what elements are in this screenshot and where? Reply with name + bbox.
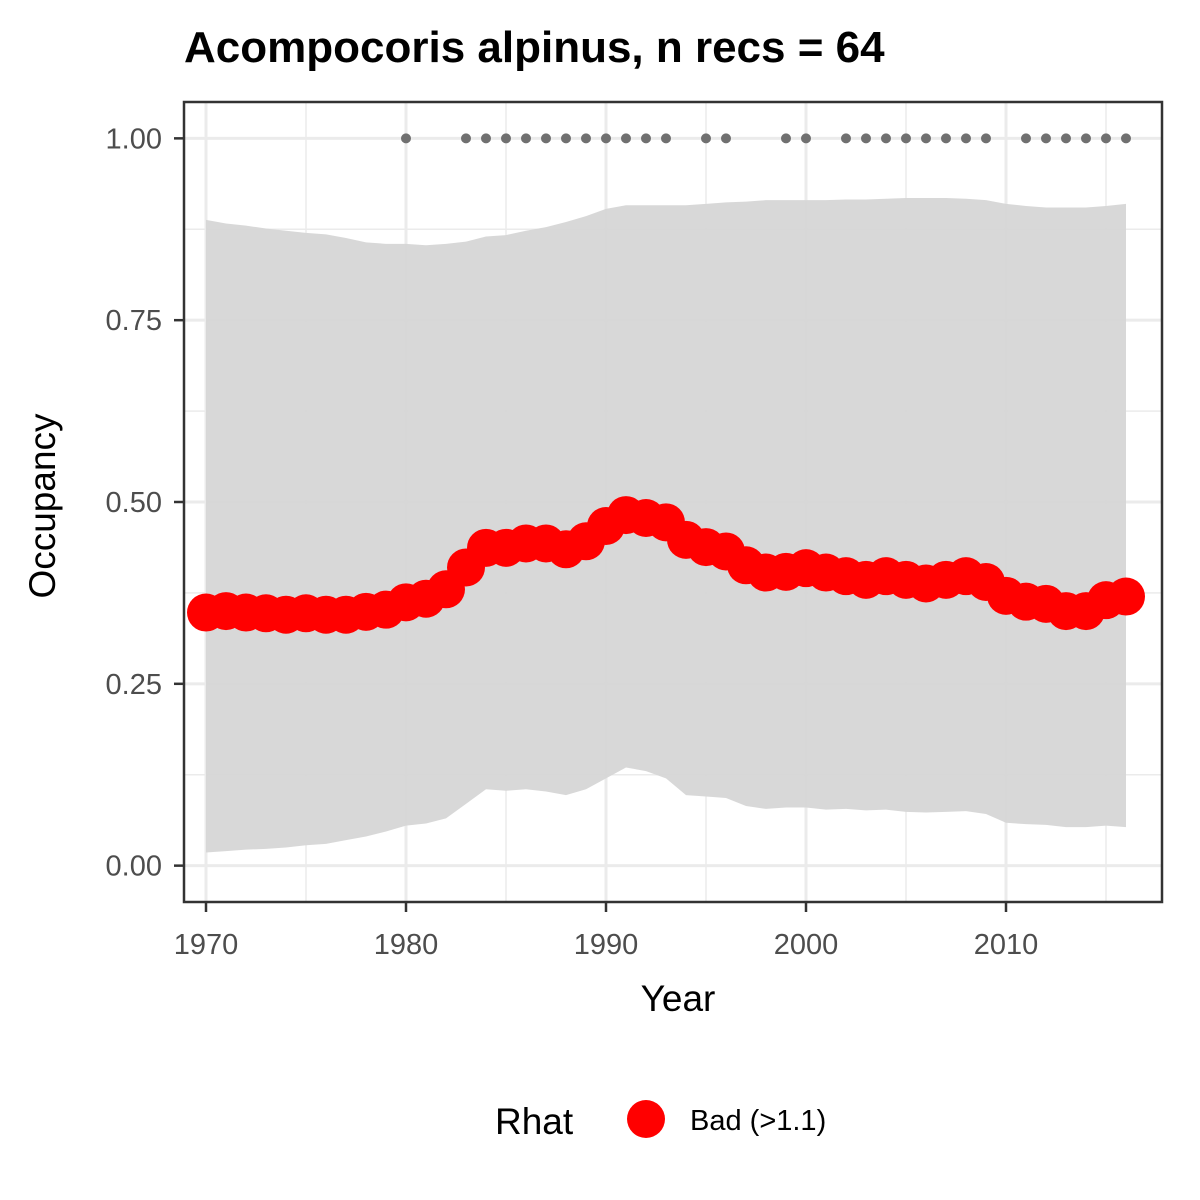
record-point bbox=[601, 133, 611, 144]
legend-title: Rhat bbox=[495, 1101, 574, 1142]
x-tick-label: 1980 bbox=[374, 929, 439, 961]
record-point bbox=[901, 133, 911, 144]
record-point bbox=[581, 133, 591, 144]
record-point bbox=[1061, 133, 1071, 144]
legend-label-bad: Bad (>1.1) bbox=[690, 1105, 826, 1137]
legend: Rhat Bad (>1.1) bbox=[495, 1100, 826, 1142]
record-point bbox=[921, 133, 931, 144]
occupancy-series bbox=[187, 496, 1145, 634]
y-tick-label: 0.00 bbox=[106, 851, 162, 883]
record-point bbox=[1021, 133, 1031, 144]
record-point bbox=[881, 133, 891, 144]
x-tick-label: 2010 bbox=[974, 929, 1039, 961]
record-point bbox=[541, 133, 551, 144]
record-point bbox=[861, 133, 871, 144]
record-point bbox=[1041, 133, 1051, 144]
occupancy-point bbox=[1107, 577, 1145, 616]
record-point bbox=[1101, 133, 1111, 144]
record-point bbox=[841, 133, 851, 144]
record-point bbox=[701, 133, 711, 144]
record-point bbox=[661, 133, 671, 144]
y-tick-label: 0.25 bbox=[106, 669, 162, 701]
record-point bbox=[481, 133, 491, 144]
legend-key-bad bbox=[627, 1100, 665, 1138]
y-tick-label: 0.75 bbox=[106, 305, 162, 337]
record-point bbox=[561, 133, 571, 144]
record-point bbox=[941, 133, 951, 144]
record-point bbox=[961, 133, 971, 144]
record-point bbox=[521, 133, 531, 144]
x-tick-label: 2000 bbox=[774, 929, 839, 961]
record-point bbox=[1121, 133, 1131, 144]
x-axis-title: Year bbox=[641, 978, 716, 1019]
axes: 1970 1980 1990 2000 2010 0.00 0.25 0.50 0.75 1.00 bbox=[106, 123, 1039, 961]
x-tick-label: 1990 bbox=[574, 929, 639, 961]
record-point bbox=[981, 133, 991, 144]
record-point bbox=[461, 133, 471, 144]
chart-title: Acompocoris alpinus, n recs = 64 bbox=[184, 23, 885, 72]
record-point bbox=[781, 133, 791, 144]
record-point bbox=[721, 133, 731, 144]
record-point bbox=[621, 133, 631, 144]
record-point bbox=[401, 133, 411, 144]
y-axis-title: Occupancy bbox=[22, 413, 63, 599]
y-tick-label: 0.50 bbox=[106, 487, 162, 519]
y-tick-label: 1.00 bbox=[106, 123, 162, 155]
record-point bbox=[641, 133, 651, 144]
record-point bbox=[501, 133, 511, 144]
record-points bbox=[401, 133, 1131, 144]
record-point bbox=[801, 133, 811, 144]
x-tick-label: 1970 bbox=[174, 929, 239, 961]
record-point bbox=[1081, 133, 1091, 144]
